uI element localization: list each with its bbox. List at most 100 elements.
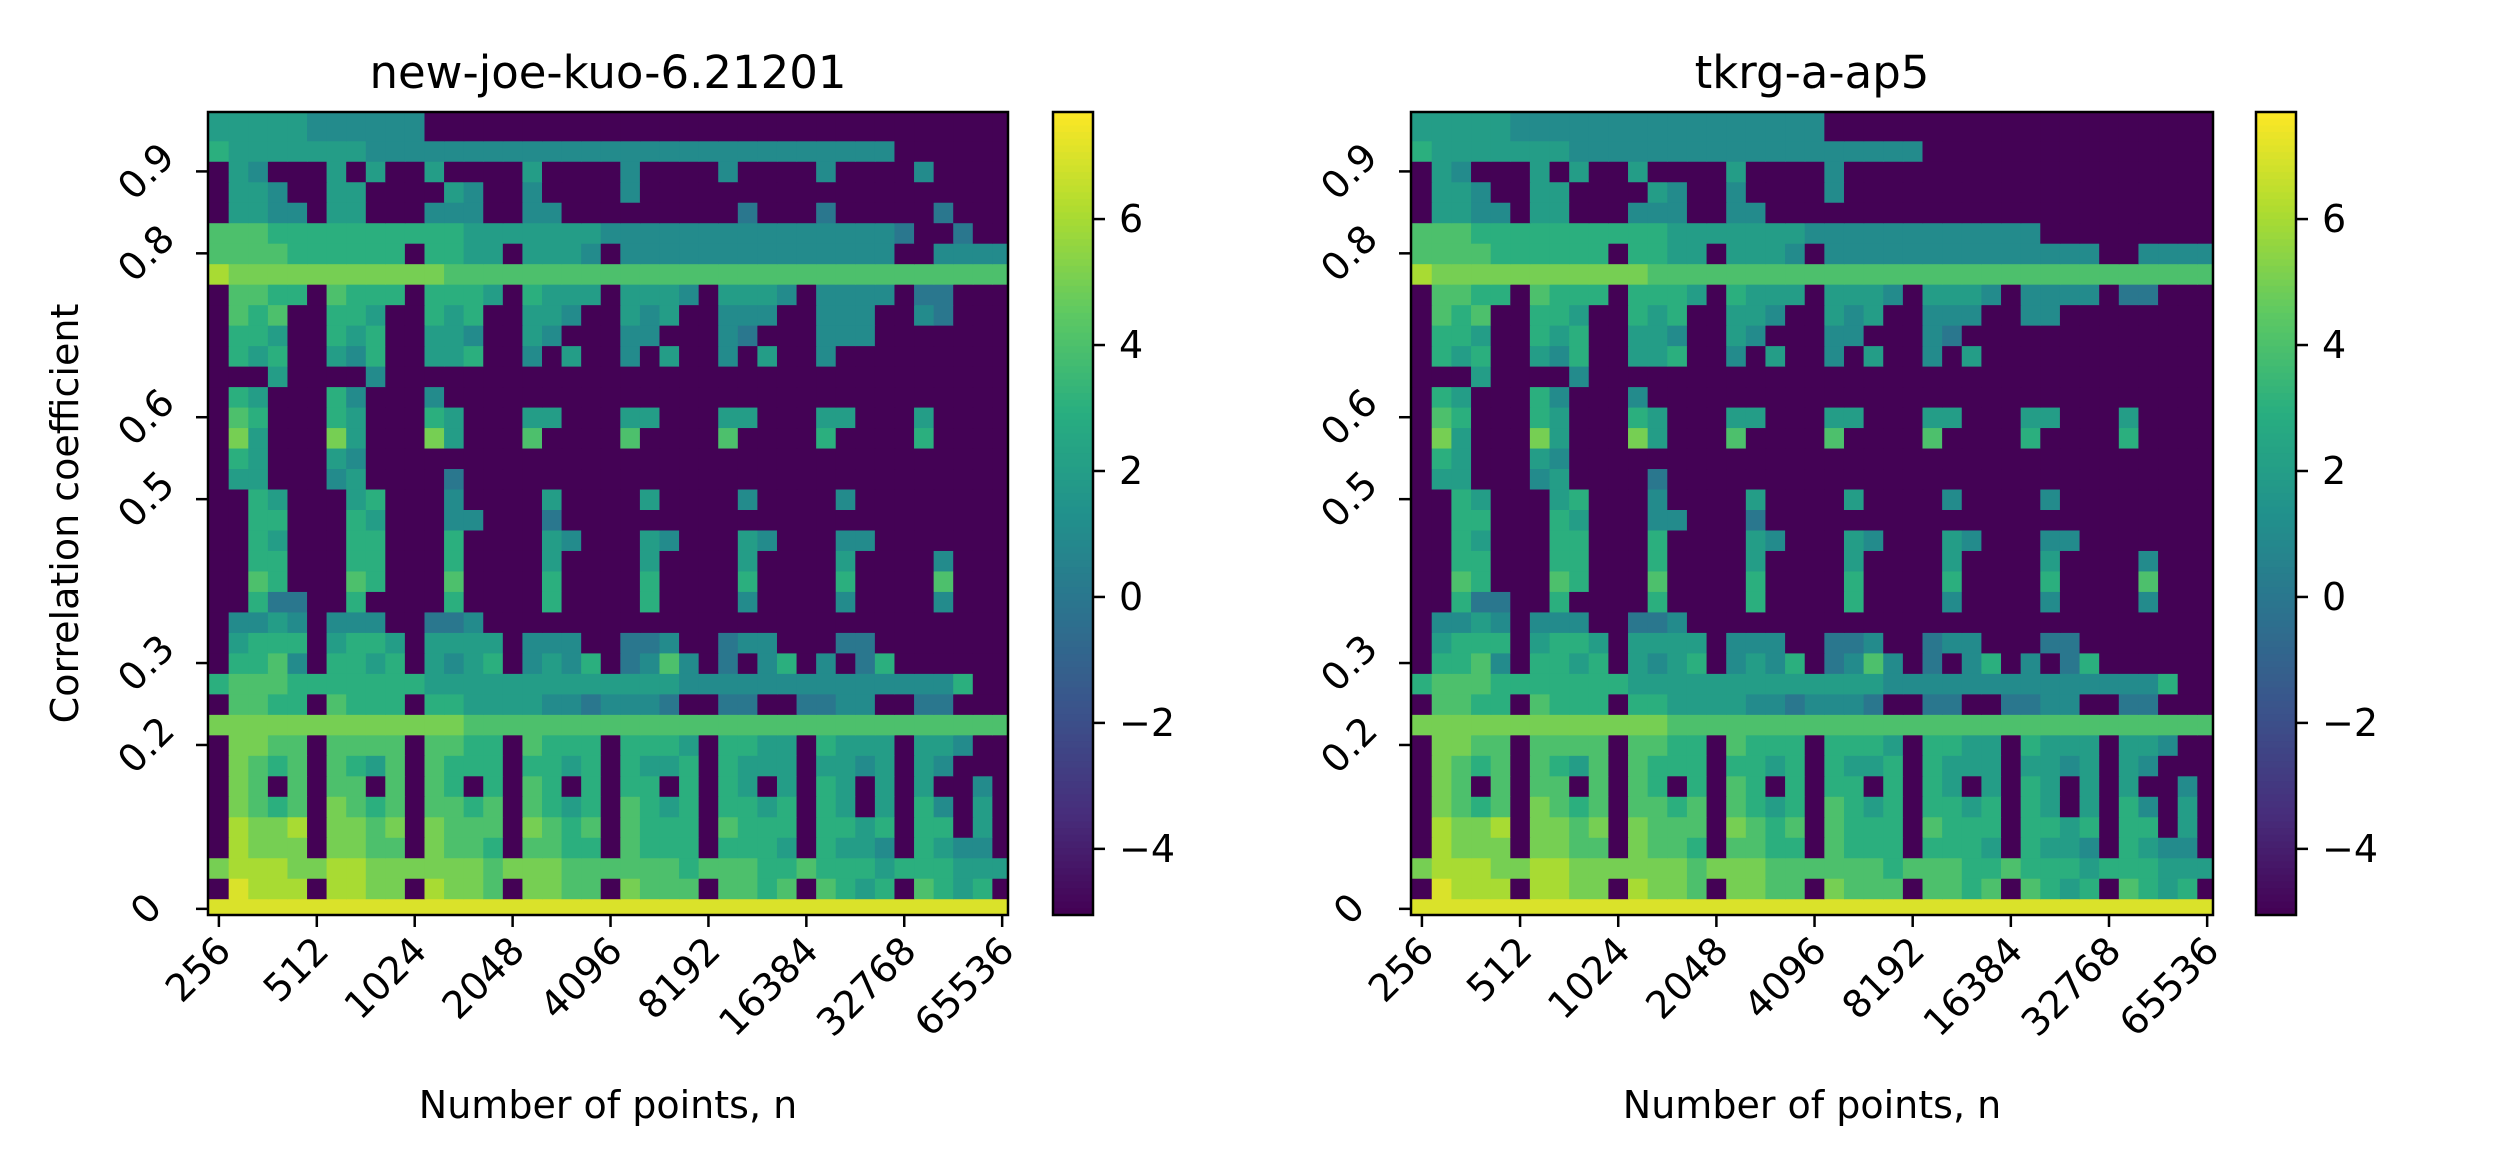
heatmap-cell [679,570,700,592]
heatmap-cell [1902,345,1924,367]
heatmap-cell [992,427,1009,449]
heatmap-cell [1785,386,1806,408]
heatmap-cell [2020,112,2041,142]
heatmap-cell [698,714,719,736]
heatmap-cell [639,263,661,285]
heatmap-cell [776,263,798,285]
colorbar-tick-label: 2 [2322,449,2346,493]
heatmap-cell [2040,632,2061,654]
heatmap-cell [698,898,719,916]
heatmap-cell [346,611,367,633]
heatmap-cell [2099,632,2120,654]
heatmap-cell [2177,570,2198,592]
heatmap-cell [620,611,641,633]
heatmap-cell [600,529,621,551]
heatmap-cell [2177,386,2198,408]
heatmap-cell [835,693,856,715]
heatmap-cell [1628,837,1649,859]
colorbar-gradient-step [1053,453,1093,461]
heatmap-cell [2079,325,2100,347]
heatmap-cell [1569,468,1590,490]
heatmap-cell [796,714,817,736]
heatmap-cell [502,161,524,183]
heatmap-cell [1431,652,1452,674]
heatmap-cell [404,345,426,367]
heatmap-cell [2040,755,2061,777]
heatmap-cell [737,816,758,838]
heatmap-cell [444,304,465,326]
heatmap-cell [972,222,993,244]
heatmap-cell [933,632,954,654]
heatmap-cell [698,488,719,510]
heatmap-cell [2099,673,2120,695]
heatmap-cell [2040,529,2061,551]
heatmap-cell [1706,509,1727,531]
heatmap-cell [1647,304,1668,326]
heatmap-cell [698,652,719,674]
heatmap-cell [404,693,426,715]
heatmap-cell [444,112,465,142]
heatmap-cell [1490,857,1511,879]
heatmap-cell [1471,161,1492,183]
heatmap-cell [894,755,915,777]
heatmap-cell [228,529,249,551]
colorbar-gradient-step [1053,312,1093,321]
heatmap-cell [404,427,426,449]
heatmap-cell [2001,632,2022,654]
heatmap-cell [796,591,817,613]
heatmap-cell [307,243,328,265]
heatmap-cell [1863,734,1884,756]
heatmap-cell [2177,202,2198,224]
heatmap-cell [737,529,758,551]
heatmap-cell [914,161,935,183]
heatmap-cell [326,714,347,736]
heatmap-cell [1588,222,1609,244]
heatmap-cell [1588,202,1609,224]
heatmap-cell [1667,284,1688,306]
heatmap-cell [855,837,876,859]
heatmap-cell [2118,222,2140,244]
heatmap-cell [385,529,406,551]
colorbar-gradient-step [1053,473,1093,481]
heatmap-cell [1549,632,1570,654]
heatmap-cell [757,468,778,490]
heatmap-cell [776,140,798,162]
heatmap-cell [2138,632,2159,654]
heatmap-cell [1804,161,1825,183]
colorbar-gradient-step [2256,165,2296,174]
heatmap-cell [248,447,269,470]
heatmap-cell [1765,529,1786,551]
colorbar-tick-label: 4 [1119,323,1143,367]
colorbar-gradient-step [2256,874,2296,883]
heatmap-cell [953,816,974,838]
heatmap-cell [2158,406,2179,429]
heatmap-cell [424,509,445,531]
heatmap-cell [1628,284,1649,306]
heatmap-cell [2059,140,2081,162]
heatmap-cell [208,529,230,551]
heatmap-cell [228,632,249,654]
heatmap-cell [639,775,661,797]
heatmap-cell [307,693,328,715]
heatmap-cell [600,284,621,306]
heatmap-cell [816,898,837,916]
heatmap-cell [1411,673,1433,695]
heatmap-cell [1451,488,1472,510]
heatmap-cell [874,775,896,797]
heatmap-cell [581,570,602,592]
heatmap-cell [1451,243,1472,265]
colorbar-gradient-step [1053,861,1093,869]
colorbar-gradient-step [2256,700,2296,709]
heatmap-cell [287,304,308,326]
heatmap-cell [1706,447,1727,470]
heatmap-cell [1981,284,2002,306]
heatmap-cell [248,140,269,162]
heatmap-cell [776,796,798,818]
heatmap-cell [1628,243,1649,265]
heatmap-cell [228,447,249,470]
heatmap-cell [1529,714,1551,736]
heatmap-cell [287,693,308,715]
heatmap-cell [1942,734,1963,756]
heatmap-cell [2118,181,2140,203]
heatmap-cell [365,345,386,367]
